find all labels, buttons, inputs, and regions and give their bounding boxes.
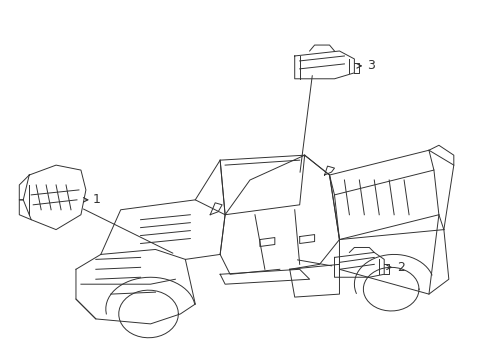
Text: 2: 2	[397, 261, 405, 274]
Text: 3: 3	[368, 59, 375, 72]
Text: 1: 1	[93, 193, 101, 206]
